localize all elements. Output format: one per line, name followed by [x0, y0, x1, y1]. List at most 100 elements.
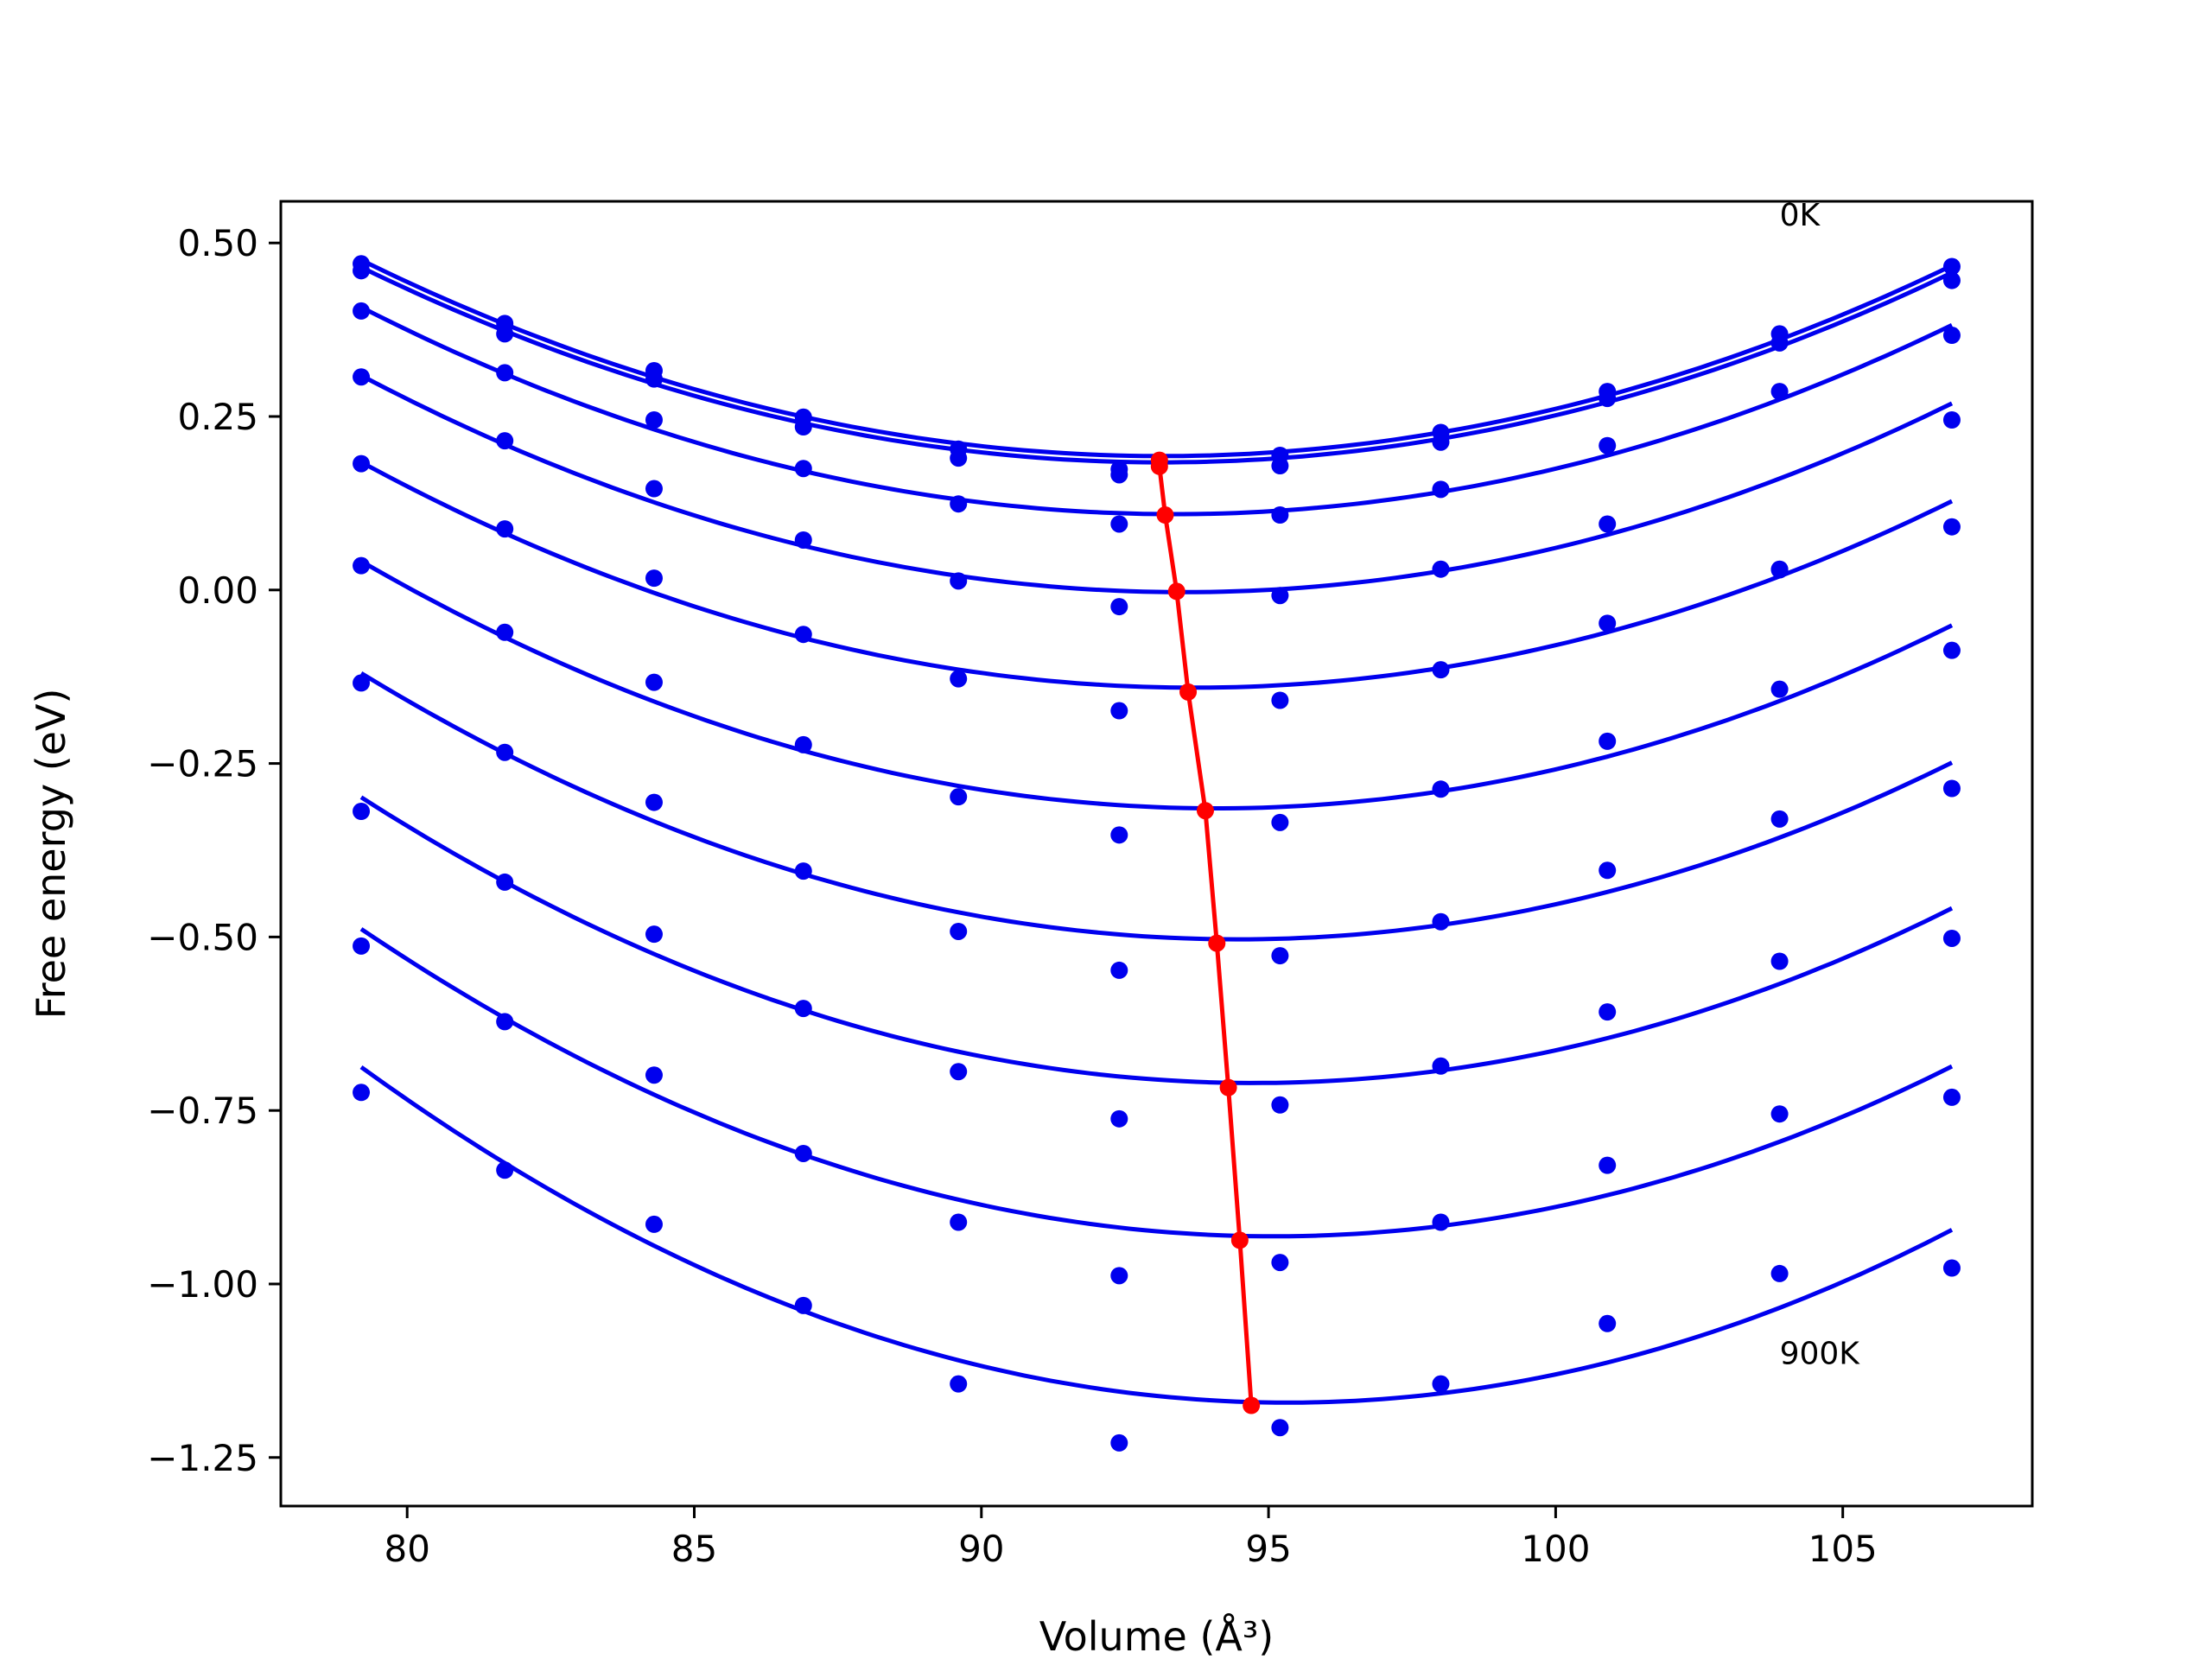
data-point-s3-8 [1599, 515, 1617, 533]
data-point-s7-1 [496, 873, 514, 891]
y-tick-label-4: −0.50 [147, 916, 258, 958]
y-tick-label-6: −1.00 [147, 1263, 258, 1306]
data-point-s7-6 [1271, 1096, 1289, 1114]
data-point-s8-9 [1770, 1105, 1789, 1123]
data-point-s1-2 [645, 370, 663, 388]
data-point-s6-4 [950, 922, 968, 940]
data-point-s5-2 [645, 673, 663, 691]
x-tick-label-105: 105 [1808, 1528, 1878, 1570]
data-point-s2-2 [645, 411, 663, 429]
data-point-s5-1 [496, 623, 514, 641]
data-point-s4-10 [1942, 518, 1961, 536]
data-point-s1-5 [1110, 466, 1128, 484]
data-point-s8-6 [1271, 1254, 1289, 1272]
y-tick-label-1: 0.25 [177, 396, 258, 438]
y-axis-label: Free energy (eV) [28, 689, 74, 1020]
data-point-s6-1 [496, 743, 514, 761]
data-point-s7-9 [1770, 952, 1789, 970]
data-point-s1-7 [1432, 433, 1450, 451]
data-point-s9-5 [1110, 1433, 1128, 1452]
data-point-s8-3 [794, 1144, 812, 1162]
minimum-point-8 [1230, 1231, 1249, 1249]
data-point-s2-1 [496, 364, 514, 382]
data-point-s8-7 [1432, 1213, 1450, 1231]
data-point-s2-7 [1432, 480, 1450, 499]
y-tick-label-5: −0.75 [147, 1090, 258, 1132]
data-point-s7-4 [950, 1063, 968, 1081]
data-point-s2-9 [1770, 383, 1789, 401]
fit-curve-8 [359, 927, 1954, 1239]
fit-curve-7 [359, 795, 1954, 1085]
y-tick-label-7: −1.25 [147, 1437, 258, 1479]
data-point-s7-0 [353, 803, 371, 821]
data-point-s8-4 [950, 1213, 968, 1231]
y-tick-label-3: −0.25 [147, 743, 258, 785]
data-point-s9-3 [794, 1296, 812, 1314]
fit-curve-0 [359, 257, 1954, 459]
annotation-0k: 0K [1780, 198, 1821, 233]
data-point-s4-8 [1599, 614, 1617, 632]
data-point-s9-10 [1942, 1259, 1961, 1277]
minimum-point-9 [1243, 1396, 1261, 1414]
data-point-s5-3 [794, 735, 812, 753]
data-point-s5-7 [1432, 780, 1450, 798]
data-point-s7-7 [1432, 1057, 1450, 1075]
fit-curve-3 [359, 373, 1954, 594]
data-point-s8-0 [353, 937, 371, 955]
data-point-s5-4 [950, 788, 968, 806]
data-point-s6-3 [794, 862, 812, 880]
data-point-s4-6 [1271, 691, 1289, 709]
data-point-s9-9 [1770, 1264, 1789, 1282]
data-point-s8-10 [1942, 1088, 1961, 1106]
data-point-s1-3 [794, 418, 812, 436]
data-point-s6-2 [645, 793, 663, 811]
data-point-s4-2 [645, 569, 663, 588]
data-point-s9-4 [950, 1375, 968, 1393]
data-point-s7-2 [645, 925, 663, 944]
x-tick-label-85: 85 [671, 1528, 717, 1570]
x-axis-label: Volume (Å³) [1039, 1613, 1274, 1659]
data-point-s7-3 [794, 1000, 812, 1018]
data-point-s8-2 [645, 1066, 663, 1084]
data-point-s1-8 [1599, 390, 1617, 408]
y-tick-label-2: 0.00 [177, 569, 258, 612]
data-point-s1-10 [1942, 271, 1961, 289]
data-points [353, 255, 1961, 1452]
data-point-s2-10 [1942, 327, 1961, 345]
data-point-s3-4 [950, 572, 968, 590]
x-tick-label-80: 80 [384, 1528, 429, 1570]
data-point-s0-10 [1942, 257, 1961, 276]
data-point-s7-10 [1942, 929, 1961, 947]
data-point-s6-0 [353, 674, 371, 692]
data-point-s2-8 [1599, 436, 1617, 454]
data-point-s5-10 [1942, 641, 1961, 659]
data-point-s7-5 [1110, 1109, 1128, 1128]
y-axis-ticks: 0.50 0.25 0.00 −0.25 −0.50 −0.75 −1.00 −1.25 [147, 222, 281, 1479]
minimum-energy-line [1157, 460, 1254, 1406]
data-point-s8-8 [1599, 1156, 1617, 1174]
data-point-s4-7 [1432, 661, 1450, 679]
fit-curve-2 [359, 305, 1954, 517]
data-point-s9-1 [496, 1161, 514, 1179]
x-tick-label-100: 100 [1521, 1528, 1590, 1570]
data-point-s5-8 [1599, 732, 1617, 750]
data-point-s3-6 [1271, 587, 1289, 605]
data-point-s7-8 [1599, 1003, 1617, 1021]
plot-frame [279, 200, 2034, 1508]
data-point-s4-4 [950, 670, 968, 688]
data-point-s3-3 [794, 531, 812, 549]
data-point-s9-6 [1271, 1419, 1289, 1437]
fit-curve-4 [359, 460, 1954, 690]
data-point-s6-10 [1942, 779, 1961, 798]
data-point-s9-2 [645, 1215, 663, 1233]
data-point-s6-9 [1770, 810, 1789, 828]
data-point-s5-5 [1110, 826, 1128, 844]
data-point-s4-3 [794, 626, 812, 644]
data-point-s5-0 [353, 556, 371, 575]
data-point-s2-4 [950, 495, 968, 513]
data-point-s1-0 [353, 262, 371, 280]
data-point-s6-7 [1432, 912, 1450, 931]
y-tick-label-0: 0.50 [177, 222, 258, 264]
minimum-point-1 [1150, 457, 1168, 475]
